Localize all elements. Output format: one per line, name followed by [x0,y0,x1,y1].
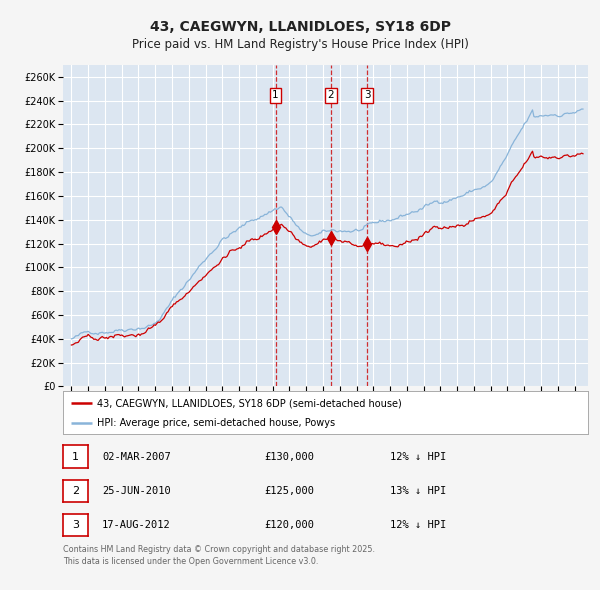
Text: 3: 3 [72,520,79,530]
Text: 13% ↓ HPI: 13% ↓ HPI [390,486,446,496]
Text: 2: 2 [72,486,79,496]
Text: 3: 3 [364,90,370,100]
Text: £130,000: £130,000 [264,452,314,461]
Text: 12% ↓ HPI: 12% ↓ HPI [390,520,446,530]
Text: 2: 2 [328,90,334,100]
Text: 43, CAEGWYN, LLANIDLOES, SY18 6DP: 43, CAEGWYN, LLANIDLOES, SY18 6DP [149,19,451,34]
Text: 1: 1 [272,90,279,100]
Text: £125,000: £125,000 [264,486,314,496]
Text: Contains HM Land Registry data © Crown copyright and database right 2025.
This d: Contains HM Land Registry data © Crown c… [63,545,375,566]
Text: 02-MAR-2007: 02-MAR-2007 [102,452,171,461]
Text: Price paid vs. HM Land Registry's House Price Index (HPI): Price paid vs. HM Land Registry's House … [131,38,469,51]
Text: 1: 1 [72,452,79,461]
Text: 12% ↓ HPI: 12% ↓ HPI [390,452,446,461]
Text: 25-JUN-2010: 25-JUN-2010 [102,486,171,496]
Text: 17-AUG-2012: 17-AUG-2012 [102,520,171,530]
Text: 43, CAEGWYN, LLANIDLOES, SY18 6DP (semi-detached house): 43, CAEGWYN, LLANIDLOES, SY18 6DP (semi-… [97,398,402,408]
Text: £120,000: £120,000 [264,520,314,530]
Text: HPI: Average price, semi-detached house, Powys: HPI: Average price, semi-detached house,… [97,418,335,428]
